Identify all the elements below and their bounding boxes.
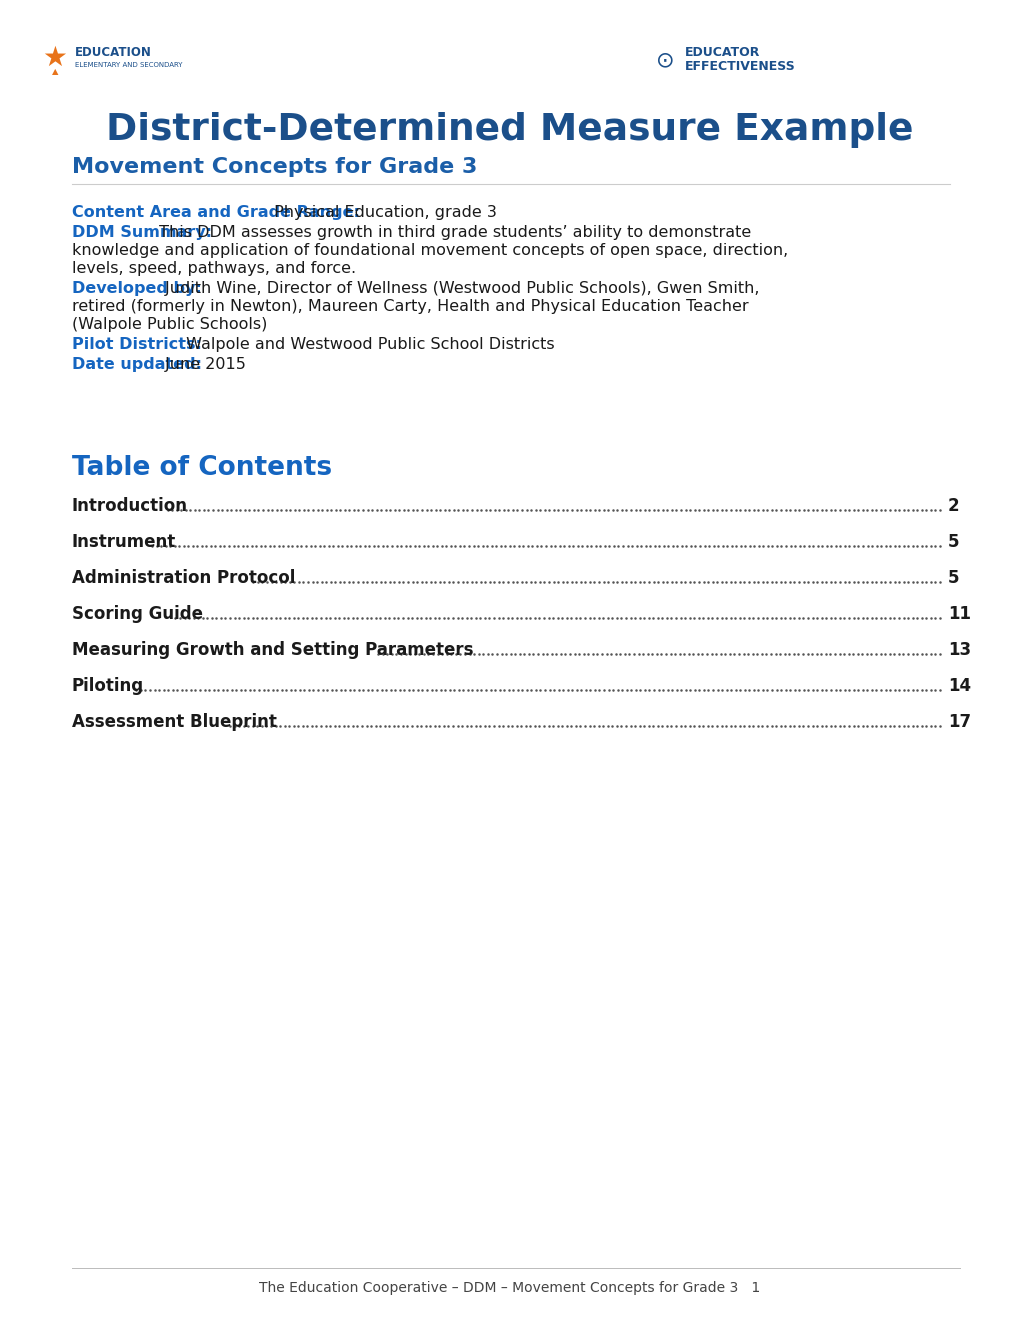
Text: This DDM assesses growth in third grade students’ ability to demonstrate: This DDM assesses growth in third grade … [154, 224, 750, 240]
Text: June 2015: June 2015 [160, 356, 246, 372]
Text: EFFECTIVENESS: EFFECTIVENESS [685, 59, 795, 73]
Text: ⊙: ⊙ [655, 50, 674, 70]
Text: levels, speed, pathways, and force.: levels, speed, pathways, and force. [72, 261, 356, 276]
Text: Table of Contents: Table of Contents [72, 455, 332, 480]
Text: EDUCATOR: EDUCATOR [685, 46, 759, 59]
Text: Assessment Blueprint: Assessment Blueprint [72, 713, 276, 731]
Text: Movement Concepts for Grade 3: Movement Concepts for Grade 3 [72, 157, 477, 177]
Text: Introduction: Introduction [72, 498, 187, 515]
Text: 13: 13 [947, 642, 970, 659]
Text: District-Determined Measure Example: District-Determined Measure Example [106, 112, 913, 148]
Text: 5: 5 [947, 569, 959, 587]
Text: (Walpole Public Schools): (Walpole Public Schools) [72, 317, 267, 333]
Text: Content Area and Grade Range:: Content Area and Grade Range: [72, 205, 360, 220]
Text: Piloting: Piloting [72, 677, 144, 696]
Text: Judith Wine, Director of Wellness (Westwood Public Schools), Gwen Smith,: Judith Wine, Director of Wellness (Westw… [160, 281, 759, 296]
Text: Date updated:: Date updated: [72, 356, 202, 372]
Text: Pilot Districts:: Pilot Districts: [72, 337, 202, 352]
Text: Measuring Growth and Setting Parameters: Measuring Growth and Setting Parameters [72, 642, 473, 659]
Text: 17: 17 [947, 713, 970, 731]
Text: retired (formerly in Newton), Maureen Carty, Health and Physical Education Teach: retired (formerly in Newton), Maureen Ca… [72, 300, 748, 314]
Text: DDM Summary:: DDM Summary: [72, 224, 212, 240]
Text: 5: 5 [947, 533, 959, 550]
Text: ★: ★ [43, 44, 67, 73]
Text: ELEMENTARY AND SECONDARY: ELEMENTARY AND SECONDARY [75, 62, 182, 69]
Text: Instrument: Instrument [72, 533, 176, 550]
Text: knowledge and application of foundational movement concepts of open space, direc: knowledge and application of foundationa… [72, 243, 788, 257]
Text: Developed by:: Developed by: [72, 281, 202, 296]
Text: Scoring Guide: Scoring Guide [72, 605, 203, 623]
Text: Physical Education, grade 3: Physical Education, grade 3 [269, 205, 496, 220]
Text: The Education Cooperative – DDM – Movement Concepts for Grade 3   1: The Education Cooperative – DDM – Moveme… [259, 1280, 760, 1295]
Text: 11: 11 [947, 605, 970, 623]
Text: 2: 2 [947, 498, 959, 515]
Text: EDUCATION: EDUCATION [75, 46, 152, 59]
Text: Walpole and Westwood Public School Districts: Walpole and Westwood Public School Distr… [180, 337, 554, 352]
Text: Administration Protocol: Administration Protocol [72, 569, 296, 587]
Text: 14: 14 [947, 677, 970, 696]
Text: ▲: ▲ [52, 67, 58, 77]
